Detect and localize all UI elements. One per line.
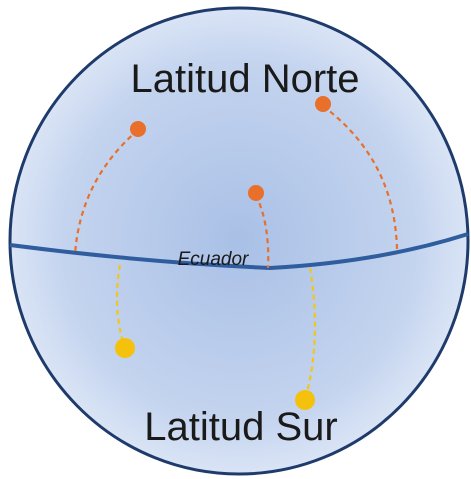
- north-label: Latitud Norte: [130, 57, 359, 101]
- page: Latitud Norte Ecuador Latitud Sur (() =>…: [0, 0, 471, 479]
- equator-label: Ecuador: [178, 249, 249, 270]
- dot: [130, 121, 146, 137]
- dot: [115, 338, 135, 358]
- south-label: Latitud Sur: [144, 405, 337, 449]
- diagram: Latitud Norte Ecuador Latitud Sur: [0, 0, 471, 479]
- dot: [248, 185, 264, 201]
